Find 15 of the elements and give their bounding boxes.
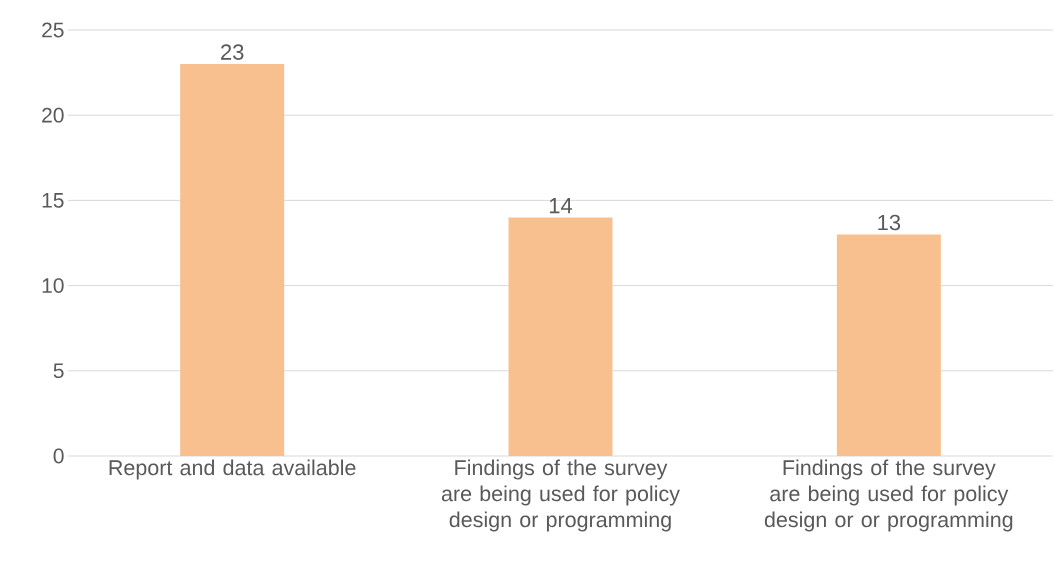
y-tick-label: 20 <box>42 107 64 123</box>
y-tick-label: 15 <box>42 193 64 208</box>
bar <box>836 234 941 456</box>
x-tick-label: Findings of the survey are being used for policy design or programming <box>441 459 680 532</box>
y-tick-label: 0 <box>53 448 64 464</box>
data-label: 13 <box>878 214 901 231</box>
bar <box>508 217 613 456</box>
data-label: 23 <box>221 44 244 60</box>
y-tick-label: 25 <box>42 22 64 38</box>
y-tick-label: 10 <box>42 278 64 294</box>
x-tick-label: Findings of the survey are being used for policy design or or programming <box>764 459 1013 532</box>
bar <box>180 64 285 456</box>
y-tick-label: 5 <box>53 363 64 379</box>
x-tick-label: Report and data available <box>109 459 356 480</box>
data-label: 14 <box>549 198 573 214</box>
